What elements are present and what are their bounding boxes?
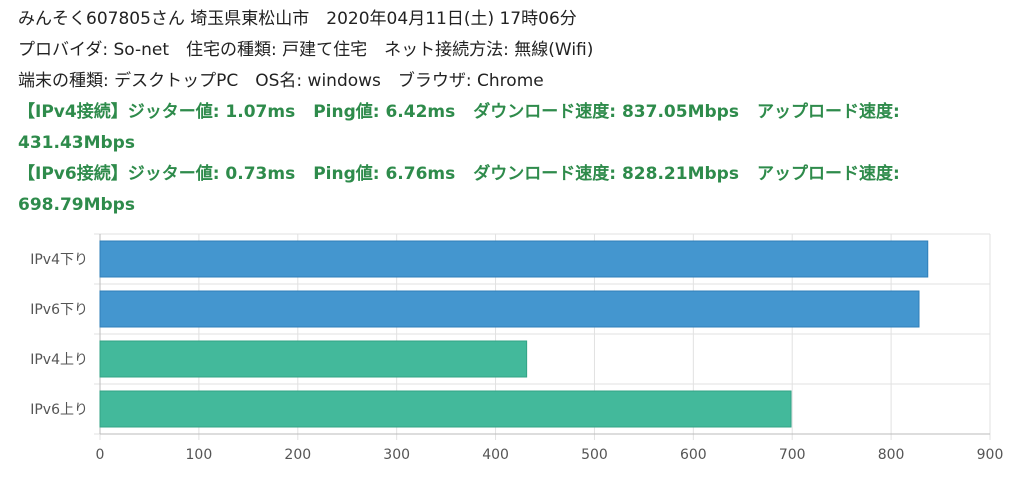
bar-1 bbox=[99, 240, 929, 278]
x-tick-label: 200 bbox=[284, 447, 311, 463]
category-label: IPv4上り bbox=[30, 352, 88, 368]
x-tick-label: 700 bbox=[779, 447, 806, 463]
ipv6-prefix: 【IPv6接続】 bbox=[18, 164, 128, 184]
ipv6-download: ダウンロード速度: 828.21Mbps bbox=[473, 164, 739, 184]
user-location-line: みんそく607805さん 埼玉県東松山市 2020年04月11日(土) 17時0… bbox=[18, 9, 577, 29]
speed-bar-chart: 0 100 200 300 400 500 600 700 800 900 IPv4下り IPv6下り… bbox=[30, 233, 1004, 463]
x-tick-label: 900 bbox=[977, 447, 1004, 463]
ipv4-prefix: 【IPv4接続】 bbox=[18, 102, 128, 122]
ipv4-download: ダウンロード速度: 837.05Mbps bbox=[473, 102, 739, 122]
x-tick-label: 100 bbox=[186, 447, 213, 463]
ipv4-jitter: ジッター値: 1.07ms bbox=[127, 102, 296, 122]
x-tick-label: 300 bbox=[383, 447, 410, 463]
x-tick-label: 500 bbox=[581, 447, 608, 463]
ipv4-ping: Ping値: 6.42ms bbox=[313, 102, 456, 122]
ipv6-jitter: ジッター値: 0.73ms bbox=[127, 164, 296, 184]
x-tick-label: 0 bbox=[96, 447, 105, 463]
ipv6-upload: アップロード速度: 698.79Mbps bbox=[18, 164, 900, 215]
ipv6-ping: Ping値: 6.76ms bbox=[313, 164, 456, 184]
category-label: IPv6上り bbox=[30, 402, 88, 418]
category-label: IPv6下り bbox=[30, 302, 88, 318]
x-tick-label: 400 bbox=[482, 447, 509, 463]
bar-4 bbox=[99, 390, 792, 428]
bar-2 bbox=[99, 290, 920, 328]
device-line: 端末の種類: デスクトップPC OS名: windows ブラウザ: Chrom… bbox=[18, 71, 544, 91]
ipv6-result: 【IPv6接続】ジッター値: 0.73ms Ping値: 6.76ms ダウンロード… bbox=[18, 159, 978, 221]
x-tick-label: 600 bbox=[680, 447, 707, 463]
x-tick-label: 800 bbox=[878, 447, 905, 463]
test-result-info: みんそく607805さん 埼玉県東松山市 2020年04月11日(土) 17時0… bbox=[18, 4, 1018, 221]
provider-line: プロバイダ: So-net 住宅の種類: 戸建て住宅 ネット接続方法: 無線(W… bbox=[18, 40, 594, 60]
category-label: IPv4下り bbox=[30, 252, 88, 268]
ipv4-result: 【IPv4接続】ジッター値: 1.07ms Ping値: 6.42ms ダウンロード… bbox=[18, 97, 978, 159]
ipv4-upload: アップロード速度: 431.43Mbps bbox=[18, 102, 900, 153]
bar-3 bbox=[99, 340, 528, 378]
